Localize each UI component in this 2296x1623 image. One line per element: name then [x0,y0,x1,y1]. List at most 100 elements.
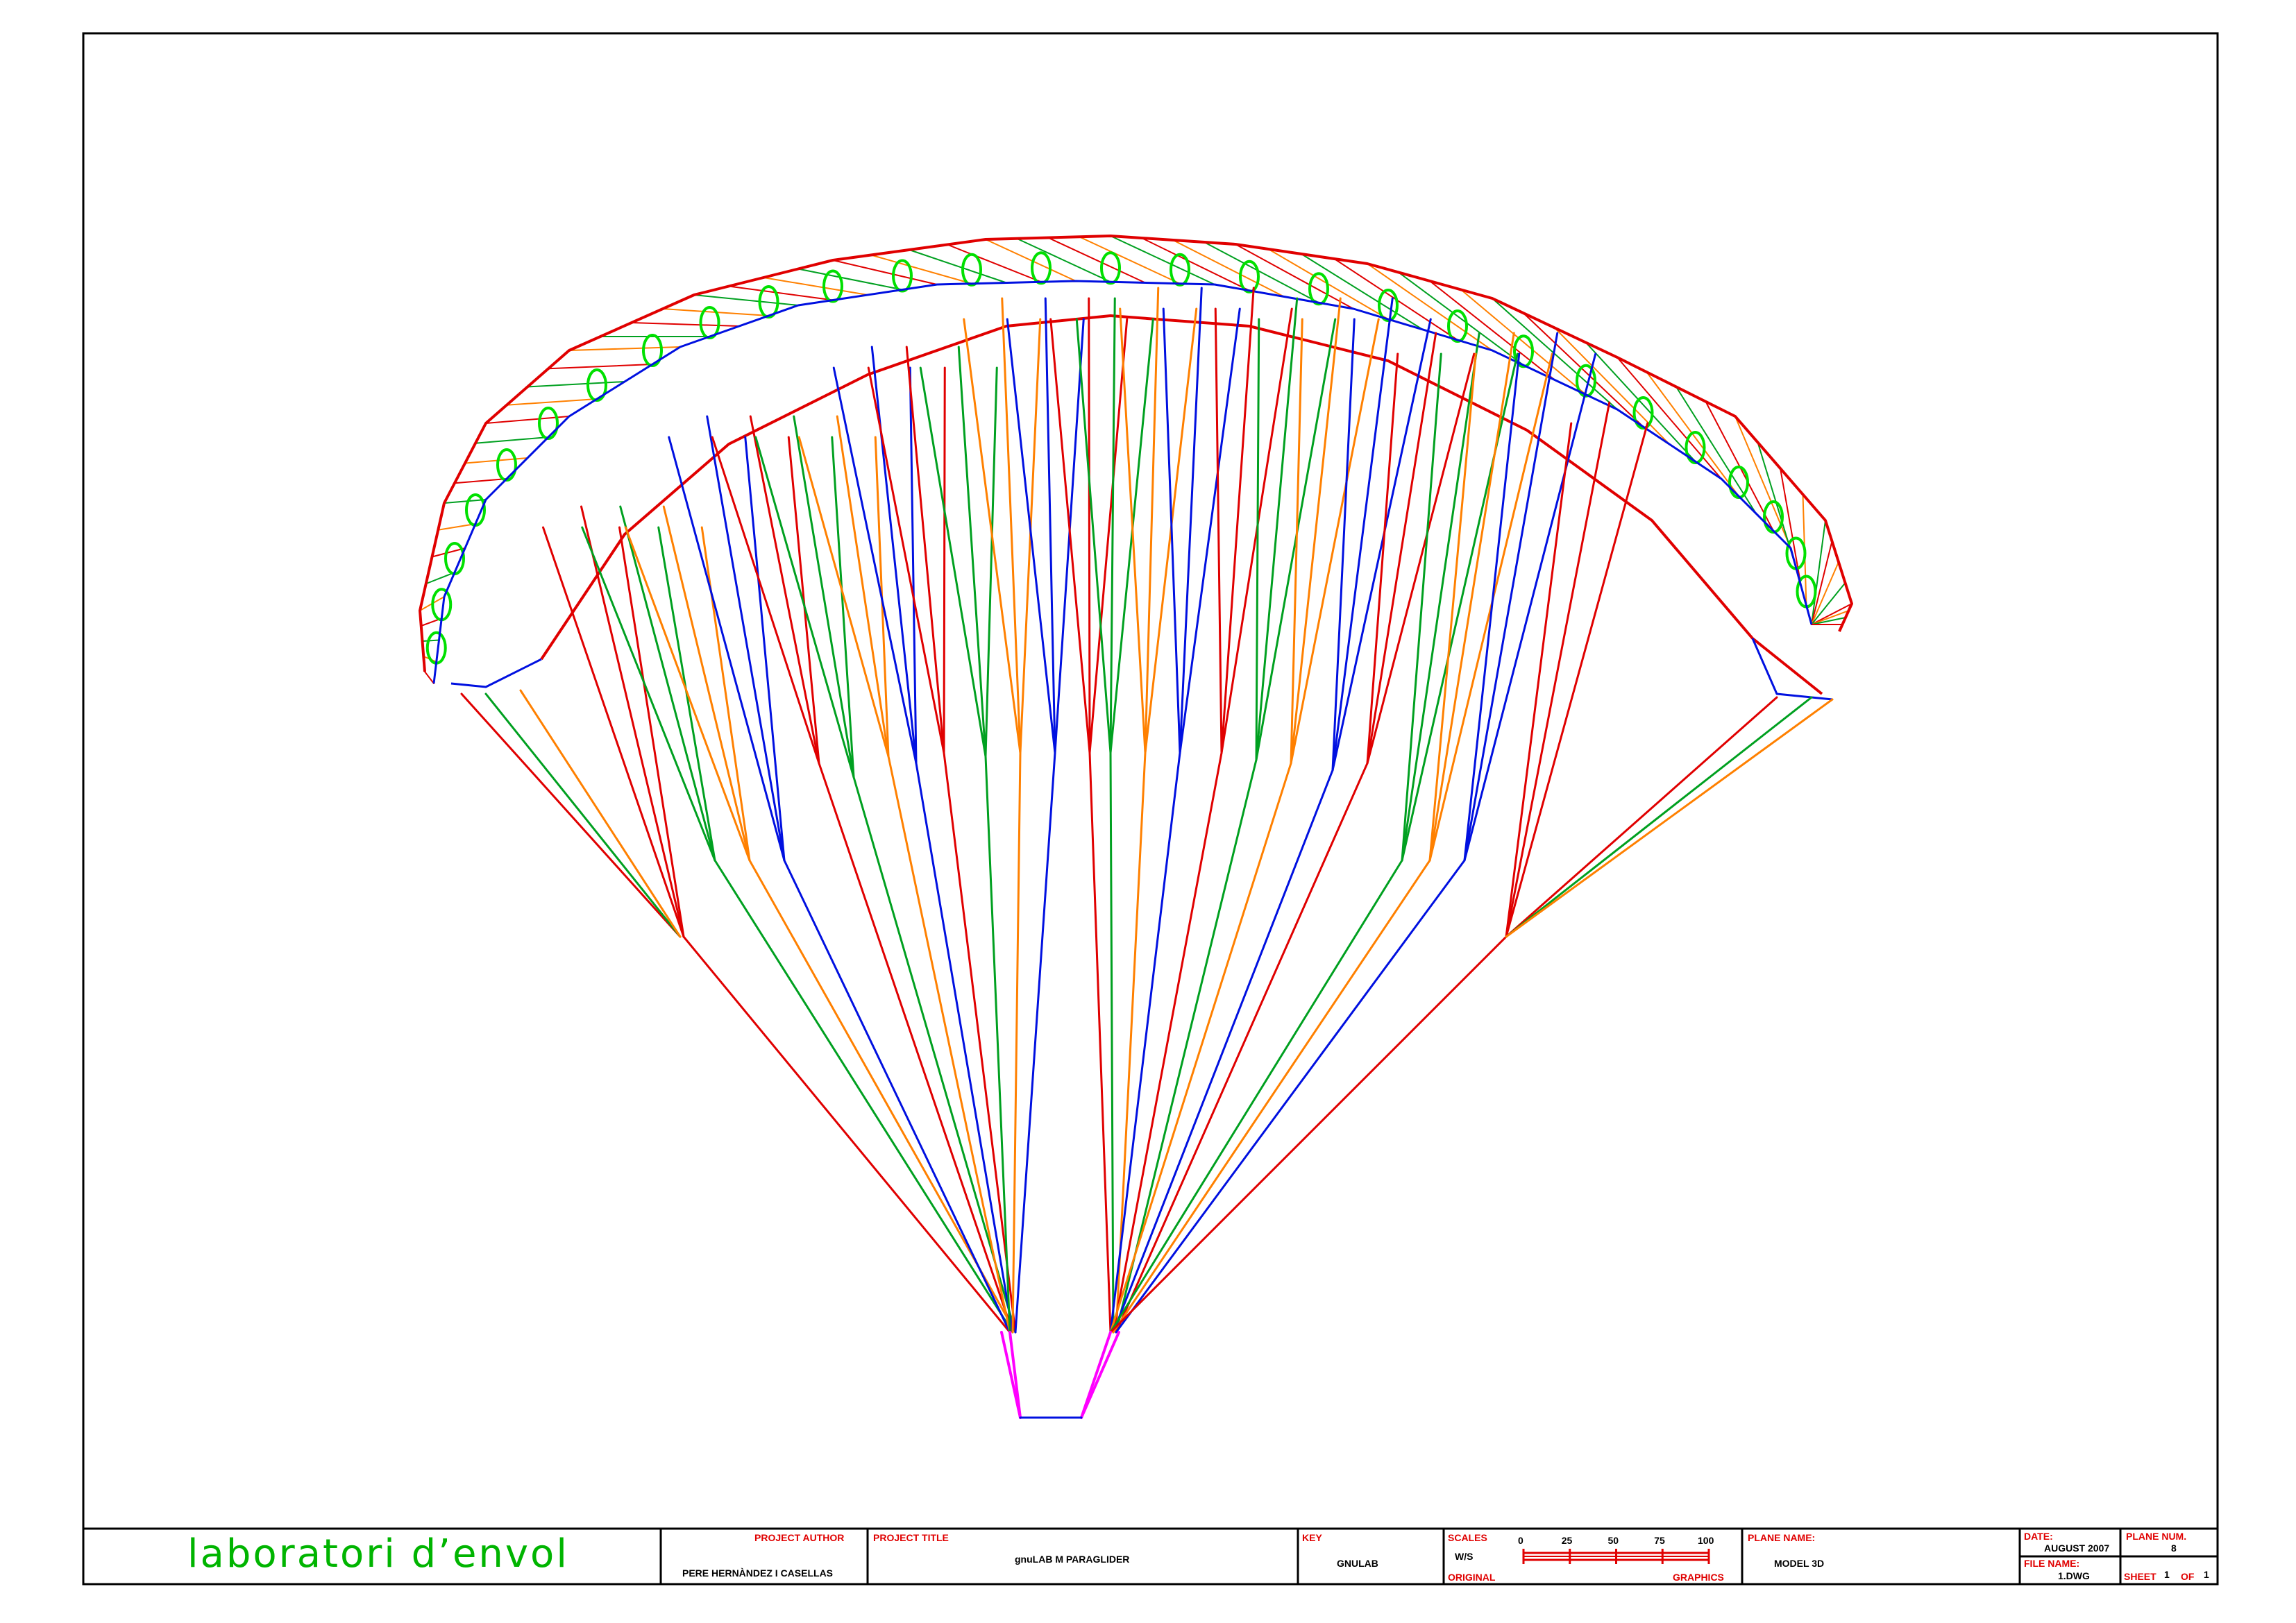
scales-graphics-label: GRAPHICS [1673,1572,1724,1583]
canopy-rib [1110,235,1215,285]
suspension-line-branch [1109,318,1154,754]
sheet-total: 1 [2204,1569,2209,1580]
canopy-rib [444,499,487,504]
canopy-rib [1460,289,1587,396]
suspension-line-branch [832,366,918,765]
airfoil-profile [822,269,843,303]
suspension-line-branch [744,436,786,862]
canopy-rib [1367,263,1493,351]
canopy-rib [1617,357,1722,479]
suspension-line-branch [1463,352,1597,862]
tip-line [1505,698,1834,938]
suspension-line-branch [1088,297,1091,754]
canopy-rib [1141,237,1250,291]
suspension-line-branch [1075,318,1112,754]
suspension-line [783,859,1011,1334]
suspension-line [818,762,1014,1334]
canopy-rib [1811,617,1846,625]
suspension-line [943,751,1017,1334]
plane-num-value: 8 [2171,1543,2177,1554]
suspension-line-branch [943,366,946,754]
plane-name-value: MODEL 3D [1774,1558,1824,1569]
suspension-line [714,859,1014,1334]
key-value: GNULAB [1337,1558,1378,1569]
suspension-line [1109,859,1403,1334]
airfoil-profile [1576,364,1596,398]
trailing-edge-outline [419,235,1853,672]
suspension-line-branch [1006,318,1056,754]
canopy-rib [425,572,455,585]
canopy-rib [832,260,938,285]
canopy-rib [1301,253,1424,330]
plane-name-label: PLANE NAME: [1748,1532,1815,1543]
suspension-line-branch [1401,332,1480,862]
suspension-line [915,762,1014,1334]
canopy-rib [464,457,528,464]
scale-bar-tick-label: 25 [1562,1535,1573,1546]
airfoil-profile [1170,253,1190,287]
project-author-value: PERE HERNÀNDEZ I CASELLAS [682,1567,833,1579]
suspension-line-branch [1290,297,1342,765]
canopy-rib [1780,468,1802,587]
left-riser [1000,1331,1022,1419]
airfoil-profile [1100,251,1121,285]
suspension-line-branch [1331,318,1432,772]
suspension-line-branch [1428,332,1515,862]
scale-bar-tick-label: 100 [1698,1535,1714,1546]
suspension-line [852,776,1017,1334]
canopy-rib [475,436,549,444]
file-name-label: FILE NAME: [2024,1558,2079,1569]
suspension-line-branch [754,436,855,779]
suspension-line [1109,751,1115,1334]
airfoil-profile [538,407,559,440]
right-riser [1080,1331,1120,1419]
scales-value: W/S [1455,1551,1473,1562]
canopy-rib [1429,280,1555,381]
airfoil-profile [1632,396,1654,430]
suspension-line-branch [706,415,786,862]
airfoil-profile [892,259,913,293]
suspension-line-branch [1505,422,1649,938]
suspension-line-branch [542,526,685,938]
suspension-line [1112,859,1431,1334]
suspension-line-branch [1331,318,1356,772]
suspension-line [682,935,1011,1334]
canopy-rib [1811,541,1833,625]
sheet-current: 1 [2164,1569,2170,1580]
canopy-rib [424,671,434,684]
tip-line [460,692,682,938]
airfoil-profile [496,448,517,482]
suspension-line-branch [749,415,820,765]
suspension-line-branch [1290,318,1380,765]
suspension-line-branch [580,505,685,938]
suspension-line-branch [1255,297,1299,761]
suspension-line-branch [618,526,685,938]
canopy-rib [870,254,972,284]
canopy-rib [527,381,625,388]
right-stabilo-outline [1751,638,1833,701]
airfoil-profile [961,253,982,287]
canopy-rib [431,547,466,558]
suspension-line-branch [1366,352,1476,765]
scale-bar-tick-label: 75 [1654,1535,1665,1546]
suspension-line [748,859,1017,1334]
tip-line [1505,696,1778,938]
canopy-rib [1047,237,1146,284]
suspension-line-branch [867,366,945,754]
suspension-line [1115,859,1466,1334]
suspension-line-branch [957,346,987,758]
scale-bar-tick-label: 50 [1608,1535,1619,1546]
suspension-line-branch [1505,401,1611,938]
suspension-line [1115,762,1369,1334]
suspension-line-branch [1162,307,1181,754]
suspension-line-branch [1119,307,1147,754]
canopy-rib [1811,582,1846,625]
suspension-line-branch [1401,352,1519,862]
airfoil-profile [1239,260,1260,294]
suspension-line-branch [836,415,890,758]
canopy-rib [1492,298,1618,410]
canopy-rib [1811,561,1839,625]
suspension-line [1115,758,1258,1334]
suspension-line [1109,762,1292,1334]
